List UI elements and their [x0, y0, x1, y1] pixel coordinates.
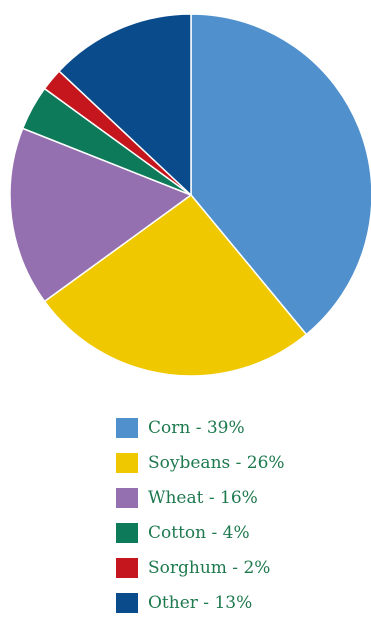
legend-item-cotton: Cotton - 4%: [116, 523, 285, 543]
legend-swatch-soybeans: [116, 453, 138, 473]
legend-label-cotton: Cotton - 4%: [148, 523, 250, 543]
legend-item-wheat: Wheat - 16%: [116, 488, 285, 508]
legend-label-soybeans: Soybeans - 26%: [148, 453, 285, 473]
pie-slice-wheat: [9, 127, 192, 303]
legend-swatch-sorghum: [116, 558, 138, 578]
pie-slice-soybeans: [43, 194, 308, 377]
legend-swatch-other: [116, 593, 138, 613]
legend-label-wheat: Wheat - 16%: [148, 488, 258, 508]
legend-label-corn: Corn - 39%: [148, 418, 245, 438]
chart-legend: Corn - 39% Soybeans - 26% Wheat - 16% Co…: [116, 418, 285, 628]
legend-swatch-cotton: [116, 523, 138, 543]
legend-label-other: Other - 13%: [148, 593, 253, 613]
legend-swatch-corn: [116, 418, 138, 438]
legend-item-sorghum: Sorghum - 2%: [116, 558, 285, 578]
pie-chart: [9, 13, 371, 377]
pie-slice-corn: [190, 13, 371, 336]
pie-slice-other: [58, 13, 192, 196]
legend-item-other: Other - 13%: [116, 593, 285, 613]
legend-label-sorghum: Sorghum - 2%: [148, 558, 271, 578]
legend-item-corn: Corn - 39%: [116, 418, 285, 438]
legend-swatch-wheat: [116, 488, 138, 508]
legend-item-soybeans: Soybeans - 26%: [116, 453, 285, 473]
